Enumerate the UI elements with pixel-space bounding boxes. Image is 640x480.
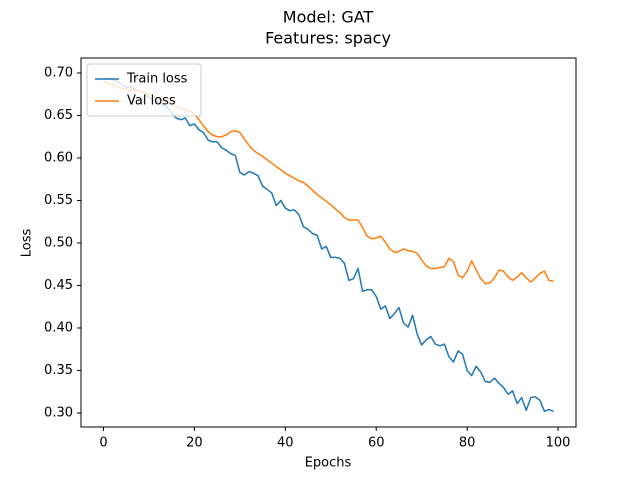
y-tick-label: 0.40 [44, 320, 73, 335]
line-series [103, 76, 554, 413]
y-tick-label: 0.45 [44, 278, 73, 293]
plot-frame [80, 57, 577, 428]
y-tick-label: 0.65 [44, 108, 73, 123]
y-tick-label: 0.50 [44, 235, 73, 250]
x-axis-label: Epochs [305, 456, 352, 471]
y-tick-label: 0.60 [44, 150, 73, 165]
legend-label: Val loss [127, 94, 176, 109]
x-tick-label: 40 [277, 436, 294, 451]
y-tick-label: 0.30 [44, 405, 73, 420]
x-tick-label: 80 [459, 436, 476, 451]
y-tick-label: 0.35 [44, 363, 73, 378]
legend-box [86, 63, 202, 117]
x-tick-label: 60 [368, 436, 385, 451]
y-tick-label: 0.55 [44, 193, 73, 208]
y-axis-label: Loss [20, 229, 35, 258]
y-tick-label: 0.70 [44, 65, 73, 80]
x-tick-label: 100 [546, 436, 571, 451]
x-tick-label: 20 [186, 436, 203, 451]
chart-subtitle: Features: spacy [265, 29, 391, 48]
legend-label: Train loss [126, 72, 188, 87]
x-tick-label: 0 [99, 436, 107, 451]
chart-title: Model: GAT [283, 8, 374, 27]
